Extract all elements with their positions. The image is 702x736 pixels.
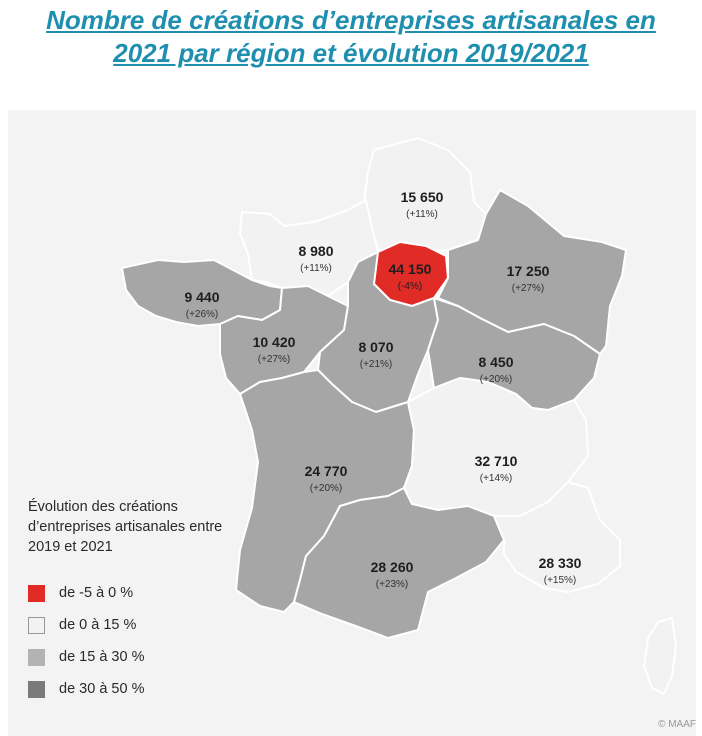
label-ile-de-france: 44 150 (-4%) bbox=[389, 261, 432, 292]
change-text: (+21%) bbox=[360, 359, 393, 370]
value-text: 10 420 bbox=[253, 334, 296, 350]
france-map: 15 650 (+11%) 8 980 (+11%) 44 150 (-4%) … bbox=[121, 137, 677, 695]
change-text: (+15%) bbox=[544, 575, 577, 586]
region-paca[interactable] bbox=[493, 481, 621, 593]
change-text: (+20%) bbox=[480, 374, 513, 385]
change-text: (+11%) bbox=[406, 209, 438, 220]
label-grand-est: 17 250 (+27%) bbox=[507, 263, 550, 294]
title-line-2: 2021 par région et évolution 2019/2021 bbox=[113, 38, 589, 68]
value-text: 44 150 bbox=[389, 261, 432, 277]
legend-swatch bbox=[28, 616, 45, 634]
legend-swatch bbox=[28, 648, 45, 666]
value-text: 15 650 bbox=[401, 189, 444, 205]
title-line-1: Nombre de créations d’entreprises artisa… bbox=[46, 5, 656, 35]
map-panel: 15 650 (+11%) 8 980 (+11%) 44 150 (-4%) … bbox=[8, 110, 696, 736]
label-auvergne-rhone-alpes: 32 710 (+14%) bbox=[475, 453, 518, 484]
page-title: Nombre de créations d’entreprises artisa… bbox=[0, 4, 702, 70]
legend-label: de 30 à 50 % bbox=[59, 681, 145, 697]
label-centre-val-de-loire: 8 070 (+21%) bbox=[358, 339, 393, 370]
label-pays-de-la-loire: 10 420 (+27%) bbox=[253, 334, 296, 365]
change-text: (+26%) bbox=[186, 309, 219, 320]
legend-label: de 0 à 15 % bbox=[59, 617, 137, 633]
change-text: (+23%) bbox=[376, 579, 409, 590]
legend-title: Évolution des créations d’entreprises ar… bbox=[28, 499, 223, 555]
change-text: (+27%) bbox=[512, 283, 545, 294]
value-text: 8 980 bbox=[298, 243, 333, 259]
legend-item: de 0 à 15 % bbox=[28, 609, 258, 641]
region-centre-val-de-loire[interactable] bbox=[317, 251, 439, 413]
legend: Évolution des créations d’entreprises ar… bbox=[28, 497, 258, 705]
legend-item: de 30 à 50 % bbox=[28, 673, 258, 705]
value-text: 8 450 bbox=[478, 354, 513, 370]
change-text: (+14%) bbox=[480, 473, 513, 484]
legend-item: de 15 à 30 % bbox=[28, 641, 258, 673]
legend-label: de -5 à 0 % bbox=[59, 585, 134, 601]
label-normandie: 8 980 (+11%) bbox=[298, 243, 333, 274]
label-bourgogne-franche-comte: 8 450 (+20%) bbox=[478, 354, 513, 385]
change-text: (+27%) bbox=[258, 354, 291, 365]
value-text: 32 710 bbox=[475, 453, 518, 469]
label-paca: 28 330 (+15%) bbox=[539, 555, 582, 586]
region-corse[interactable] bbox=[643, 617, 677, 695]
legend-label: de 15 à 30 % bbox=[59, 649, 145, 665]
change-text: (-4%) bbox=[398, 281, 422, 292]
value-text: 24 770 bbox=[305, 463, 348, 479]
label-hauts-de-france: 15 650 (+11%) bbox=[401, 189, 444, 220]
legend-swatch bbox=[28, 584, 45, 602]
legend-item: de -5 à 0 % bbox=[28, 577, 258, 609]
value-text: 28 330 bbox=[539, 555, 582, 571]
value-text: 9 440 bbox=[184, 289, 219, 305]
change-text: (+20%) bbox=[310, 483, 343, 494]
label-occitanie: 28 260 (+23%) bbox=[371, 559, 414, 590]
label-bretagne: 9 440 (+26%) bbox=[184, 289, 219, 320]
label-nouvelle-aquitaine: 24 770 (+20%) bbox=[305, 463, 348, 494]
value-text: 8 070 bbox=[358, 339, 393, 355]
region-occitanie[interactable] bbox=[293, 487, 505, 639]
change-text: (+11%) bbox=[300, 263, 332, 274]
credit: © MAAF bbox=[658, 719, 696, 730]
value-text: 17 250 bbox=[507, 263, 550, 279]
value-text: 28 260 bbox=[371, 559, 414, 575]
legend-swatch bbox=[28, 680, 45, 698]
